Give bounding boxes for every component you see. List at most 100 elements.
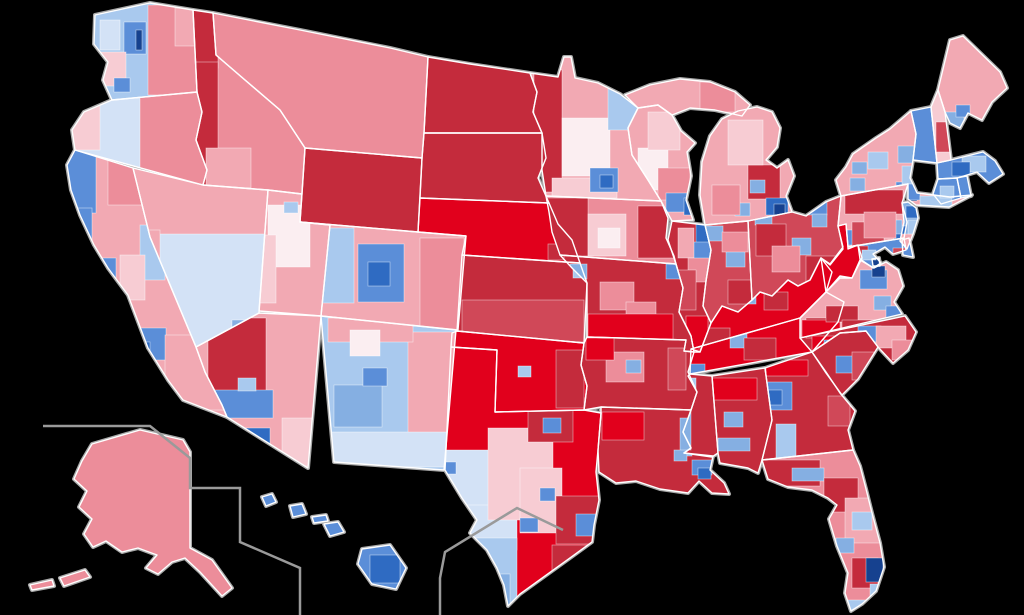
inset-divider [438,506,564,615]
district-patch-hi5 [369,554,401,584]
state-border-ms [682,373,719,458]
district-patches-fl [762,459,884,611]
state-border-ny [835,110,973,208]
district-patch-ny [851,161,868,175]
district-patch-fl [851,511,873,531]
state-border-ak2 [59,569,91,587]
state-vt [911,107,937,163]
district-patch-wi [647,111,681,151]
district-patch-la [673,449,688,462]
district-patch-ct [939,185,955,199]
district-patch-ca [67,207,93,267]
district-patch-ca [99,294,131,341]
district-patch-il [677,227,695,259]
district-patch-ga [765,359,809,377]
district-patches-ok [517,349,585,409]
state-border-layer [29,2,1008,615]
state-border-dc [871,257,881,267]
district-patches-wa [94,4,197,96]
district-patch-nm [349,329,381,357]
state-border-mi [699,106,795,226]
state-border-nh [930,89,952,164]
district-patch-mn [599,174,614,189]
state-border-up [624,78,751,117]
state-mt [213,13,428,158]
district-patch-mo [587,313,674,341]
district-patch-up [699,81,736,113]
district-patch-ga [775,423,797,460]
district-patch-oh [771,245,801,273]
state-border-hi1 [261,493,277,507]
state-border-vt [910,106,938,164]
district-patch-tx [542,417,562,434]
district-patch-fl [869,583,884,601]
district-patch-ar [667,347,687,391]
district-patches-il [671,223,711,351]
district-patches-mo [569,263,685,341]
district-patch-or [72,94,101,151]
state-nd [424,57,542,133]
district-patch-ut [283,201,299,214]
district-patch-me [955,104,971,118]
district-patches-ut [259,201,311,304]
district-patch-ca [67,232,89,260]
district-patch-pa [863,211,897,239]
district-patches-in [703,225,752,305]
district-patch-ca [119,254,146,301]
district-patch-ia [597,227,621,249]
district-patches-up [699,81,736,113]
district-patch-wa [123,21,147,55]
state-border-va [799,259,904,339]
state-ak3 [30,580,54,590]
district-patches-ma [951,155,987,177]
state-border-hi4 [323,521,345,537]
state-wy [300,148,422,232]
state-border-ct [932,177,962,205]
district-patch-wa [99,19,121,51]
state-border-al [711,367,773,474]
district-patch-al [712,377,758,401]
district-patches-ia [546,197,676,259]
district-patch-ok [517,365,532,378]
district-patch-in [721,231,749,253]
district-patch-ny [849,177,866,192]
district-patch-al [717,437,751,452]
state-border-ks [456,254,588,344]
district-patch-mi [727,119,764,166]
district-patch-la [697,467,712,480]
district-patch-la [601,411,645,441]
state-ms [683,374,718,457]
district-patch-id [205,147,252,189]
district-patch-az [237,377,257,392]
state-ak2 [60,570,90,586]
district-patch-ar [625,359,642,374]
district-patches-ar [585,337,687,391]
district-patch-az [281,417,321,467]
district-patch-ny [867,151,889,170]
inset-divider [43,424,302,615]
district-patch-wa [135,29,143,51]
district-patch-ma [951,161,971,177]
state-border-fl [761,449,885,612]
district-patch-ny [901,165,918,185]
district-patches-mi [711,119,789,217]
state-border-az [195,312,322,469]
district-patches-la [601,411,713,480]
district-patches-nm [321,317,456,468]
district-patch-in [725,249,746,268]
state-border-hi5 [357,544,407,590]
district-patch-wa [113,77,131,93]
district-patch-nm [321,431,448,468]
district-patch-co [367,261,391,287]
district-patch-al [723,411,744,428]
district-patch-nm [362,367,388,387]
state-border-ri [956,175,972,199]
state-border-ak3 [29,579,55,591]
state-hi2 [290,504,306,517]
state-border-nm [320,315,457,471]
state-border-wi [627,104,696,222]
state-border-de [901,237,914,258]
state-border-nj [899,201,919,250]
